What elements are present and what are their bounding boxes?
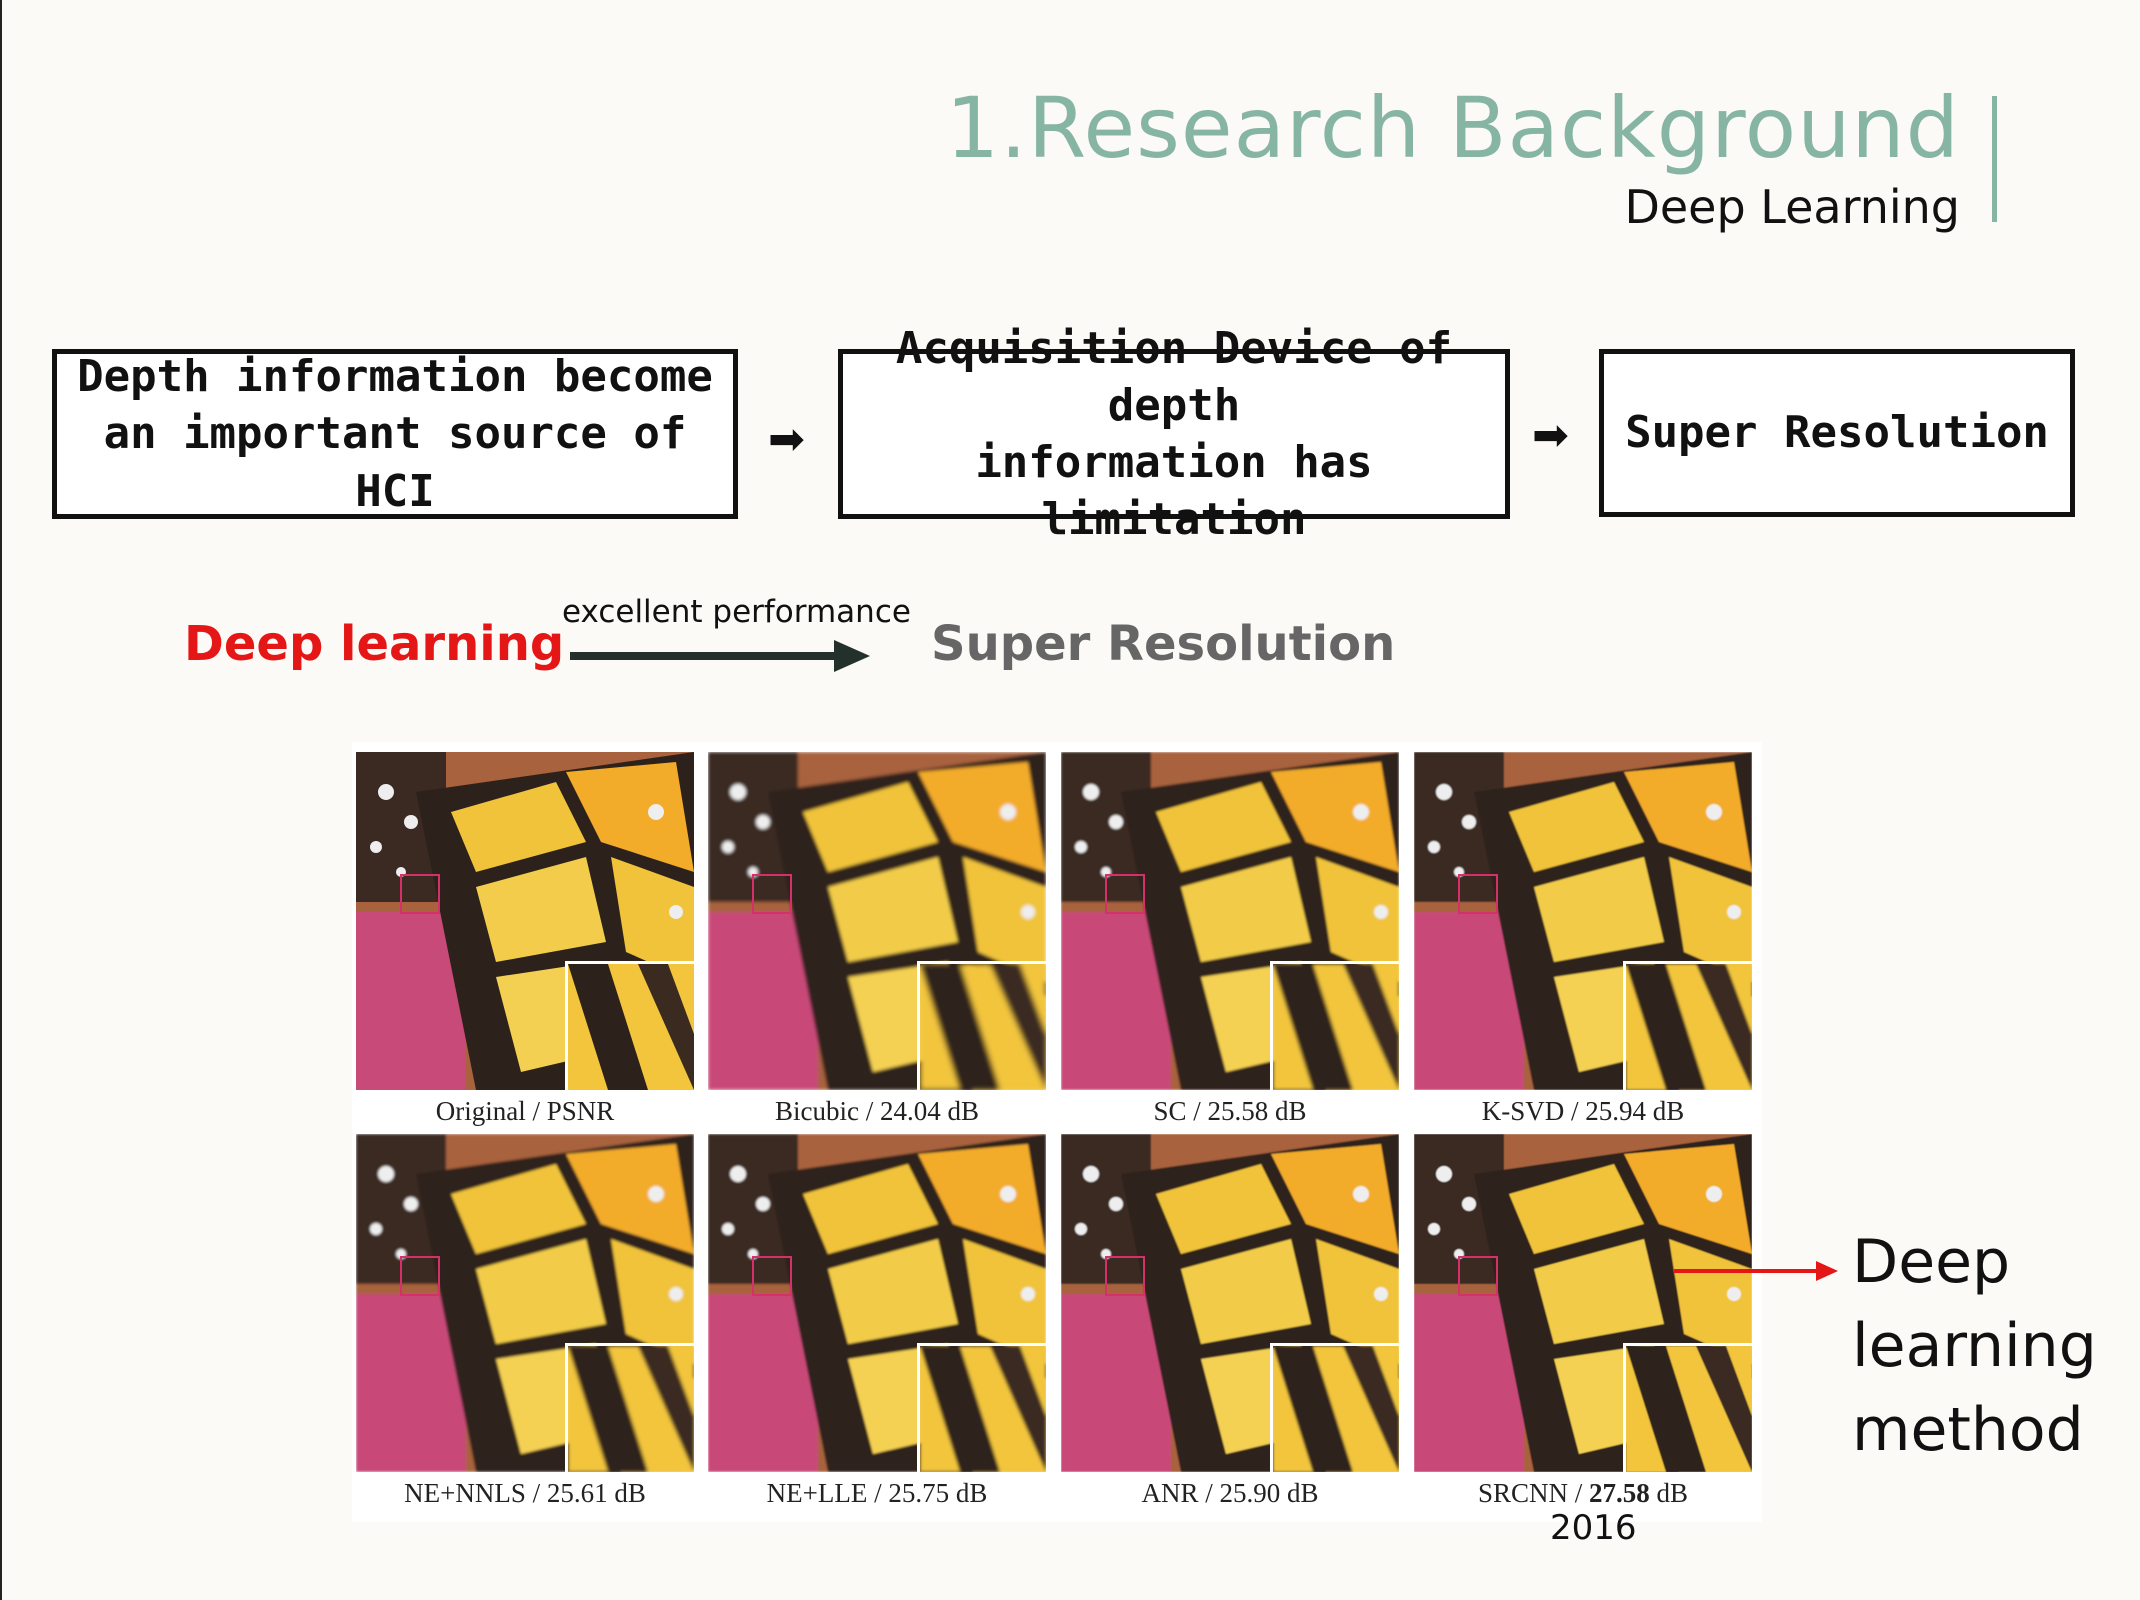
comparison-cell: SC / 25.58 dB: [1061, 752, 1399, 1128]
zoom-inset: [917, 1343, 1046, 1472]
comparison-cell: SRCNN / 27.58 dB: [1414, 1134, 1752, 1510]
red-arrow-icon: [1674, 1261, 1838, 1281]
slide-title-block: 1.Research Background Deep Learning: [945, 79, 1960, 235]
comparison-caption: SRCNN / 27.58 dB: [1414, 1476, 1752, 1510]
method-name: SRCNN: [1477, 1478, 1568, 1508]
slide-title: 1.Research Background: [945, 79, 1960, 177]
roi-box: [400, 874, 440, 914]
zoom-inset: [565, 1343, 694, 1472]
flow-box-depth-info: Depth information become an important so…: [52, 349, 738, 519]
zoom-inset: [1623, 961, 1752, 1090]
caption-separator: /: [1564, 1096, 1586, 1126]
psnr-value: 25.61 dB: [546, 1478, 646, 1508]
zoom-inset: [1623, 1343, 1752, 1472]
comparison-caption: NE+LLE / 25.75 dB: [708, 1476, 1046, 1510]
caption-separator: /: [525, 1478, 547, 1508]
psnr-value: 25.94 dB: [1585, 1096, 1685, 1126]
method-name: Bicubic: [774, 1096, 859, 1126]
year-label: 2016: [1550, 1508, 1637, 1548]
psnr-value: PSNR: [546, 1096, 615, 1126]
butterfly-image: [1414, 752, 1752, 1090]
butterfly-image: [708, 1134, 1046, 1472]
psnr-unit: dB: [1656, 1478, 1689, 1508]
butterfly-image: [356, 752, 694, 1090]
comparison-cell: ANR / 25.90 dB: [1061, 1134, 1399, 1510]
excellent-performance-label: excellent performance: [562, 594, 911, 630]
super-resolution-label: Super Resolution: [931, 616, 1396, 672]
psnr-value: 25.75 dB: [888, 1478, 988, 1508]
comparison-cell: NE+LLE / 25.75 dB: [708, 1134, 1046, 1510]
caption-separator: /: [867, 1478, 889, 1508]
flow-box-acquisition: Acquisition Device of depth information …: [838, 323, 1510, 545]
comparison-caption: SC / 25.58 dB: [1061, 1094, 1399, 1128]
caption-separator: /: [858, 1096, 880, 1126]
roi-box: [1105, 874, 1145, 914]
comparison-caption: K-SVD / 25.94 dB: [1414, 1094, 1752, 1128]
butterfly-image: [1061, 1134, 1399, 1472]
psnr-value: 25.58 dB: [1207, 1096, 1307, 1126]
flow-box-super-resolution: Super Resolution: [1599, 349, 2075, 517]
caption-separator: /: [525, 1096, 547, 1126]
method-name: K-SVD: [1481, 1096, 1565, 1126]
roi-box: [1458, 874, 1498, 914]
note-line: learning: [1852, 1311, 2097, 1381]
flow-arrow-icon: ➡: [1532, 410, 1569, 461]
psnr-value: 25.90 dB: [1219, 1478, 1319, 1508]
butterfly-image: [708, 752, 1046, 1090]
flow-box-depth-info-text: Depth information become an important so…: [77, 351, 713, 517]
flow-box-acquisition-text: Acquisition Device of depth information …: [895, 322, 1453, 546]
method-name: Original: [435, 1096, 526, 1126]
performance-arrow-icon: [570, 640, 870, 672]
roi-box: [1458, 1256, 1498, 1296]
comparison-cell: NE+NNLS / 25.61 dB: [356, 1134, 694, 1510]
roi-box: [752, 1256, 792, 1296]
caption-separator: /: [1568, 1478, 1590, 1508]
comparison-cell: K-SVD / 25.94 dB: [1414, 752, 1752, 1128]
slide-border: [0, 0, 2, 1600]
comparison-caption: NE+NNLS / 25.61 dB: [356, 1476, 694, 1510]
deep-learning-label: Deep learning: [184, 616, 565, 672]
method-name: NE+NNLS: [404, 1478, 526, 1508]
butterfly-image: [356, 1134, 694, 1472]
roi-box: [400, 1256, 440, 1296]
slide-subtitle: Deep Learning: [1624, 180, 1960, 235]
zoom-inset: [1270, 1343, 1399, 1472]
comparison-caption: Original / PSNR: [356, 1094, 694, 1128]
caption-separator: /: [1186, 1096, 1208, 1126]
roi-box: [752, 874, 792, 914]
roi-box: [1105, 1256, 1145, 1296]
flow-box-super-resolution-text: Super Resolution: [1625, 407, 2049, 459]
flow-arrow-icon: ➡: [768, 414, 805, 465]
title-accent-bar: [1992, 96, 1997, 222]
butterfly-image: [1414, 1134, 1752, 1472]
deep-learning-method-note: Deep learning method: [1852, 1220, 2097, 1472]
zoom-inset: [917, 961, 1046, 1090]
method-name: NE+LLE: [766, 1478, 868, 1508]
comparison-caption: ANR / 25.90 dB: [1061, 1476, 1399, 1510]
psnr-value: 24.04 dB: [879, 1096, 979, 1126]
caption-separator: /: [1198, 1478, 1220, 1508]
method-name: SC: [1153, 1096, 1187, 1126]
zoom-inset: [1270, 961, 1399, 1090]
zoom-inset: [565, 961, 694, 1090]
comparison-caption: Bicubic / 24.04 dB: [708, 1094, 1046, 1128]
butterfly-image: [1061, 752, 1399, 1090]
psnr-value: 27.58: [1589, 1478, 1650, 1508]
comparison-cell: Bicubic / 24.04 dB: [708, 752, 1046, 1128]
sr-comparison-figure: Original / PSNR: [352, 742, 1762, 1522]
note-line: method: [1852, 1395, 2084, 1465]
method-name: ANR: [1141, 1478, 1199, 1508]
note-line: Deep: [1852, 1227, 2011, 1297]
comparison-cell: Original / PSNR: [356, 752, 694, 1128]
